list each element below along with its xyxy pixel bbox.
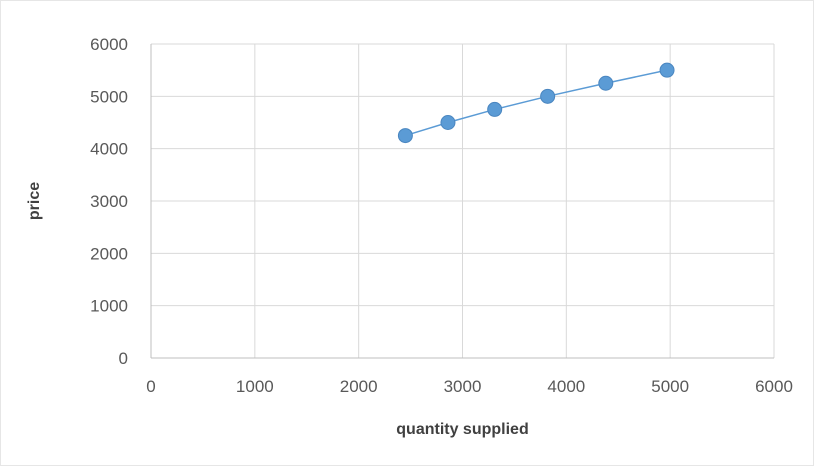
x-tick-label: 0	[146, 377, 155, 396]
tick-labels: 0 1000 2000 3000 4000 5000 6000 0 1000 2000 3000 40…	[90, 35, 793, 396]
y-tick-label: 0	[119, 349, 128, 368]
data-point	[397, 128, 413, 144]
data-point	[598, 75, 614, 91]
y-tick-label: 4000	[90, 140, 128, 159]
x-tick-label: 1000	[236, 377, 274, 396]
x-tick-label: 2000	[340, 377, 378, 396]
y-tick-label: 3000	[90, 192, 128, 211]
x-tick-label: 6000	[755, 377, 793, 396]
x-tick-label: 4000	[547, 377, 585, 396]
data-point	[540, 88, 556, 104]
x-axis-title: quantity supplied	[396, 421, 528, 438]
grid-lines	[151, 43, 775, 358]
y-tick-label: 6000	[90, 35, 128, 54]
x-tick-label: 5000	[651, 377, 689, 396]
y-tick-label: 1000	[90, 297, 128, 316]
data-point	[440, 115, 456, 130]
data-point	[487, 101, 503, 117]
y-tick-label: 5000	[90, 87, 128, 106]
x-tick-label: 3000	[444, 377, 482, 396]
y-tick-label: 2000	[90, 244, 128, 263]
axes	[150, 44, 774, 359]
y-axis-title: price	[26, 182, 43, 220]
data-point	[659, 62, 675, 78]
data-series	[397, 62, 675, 144]
